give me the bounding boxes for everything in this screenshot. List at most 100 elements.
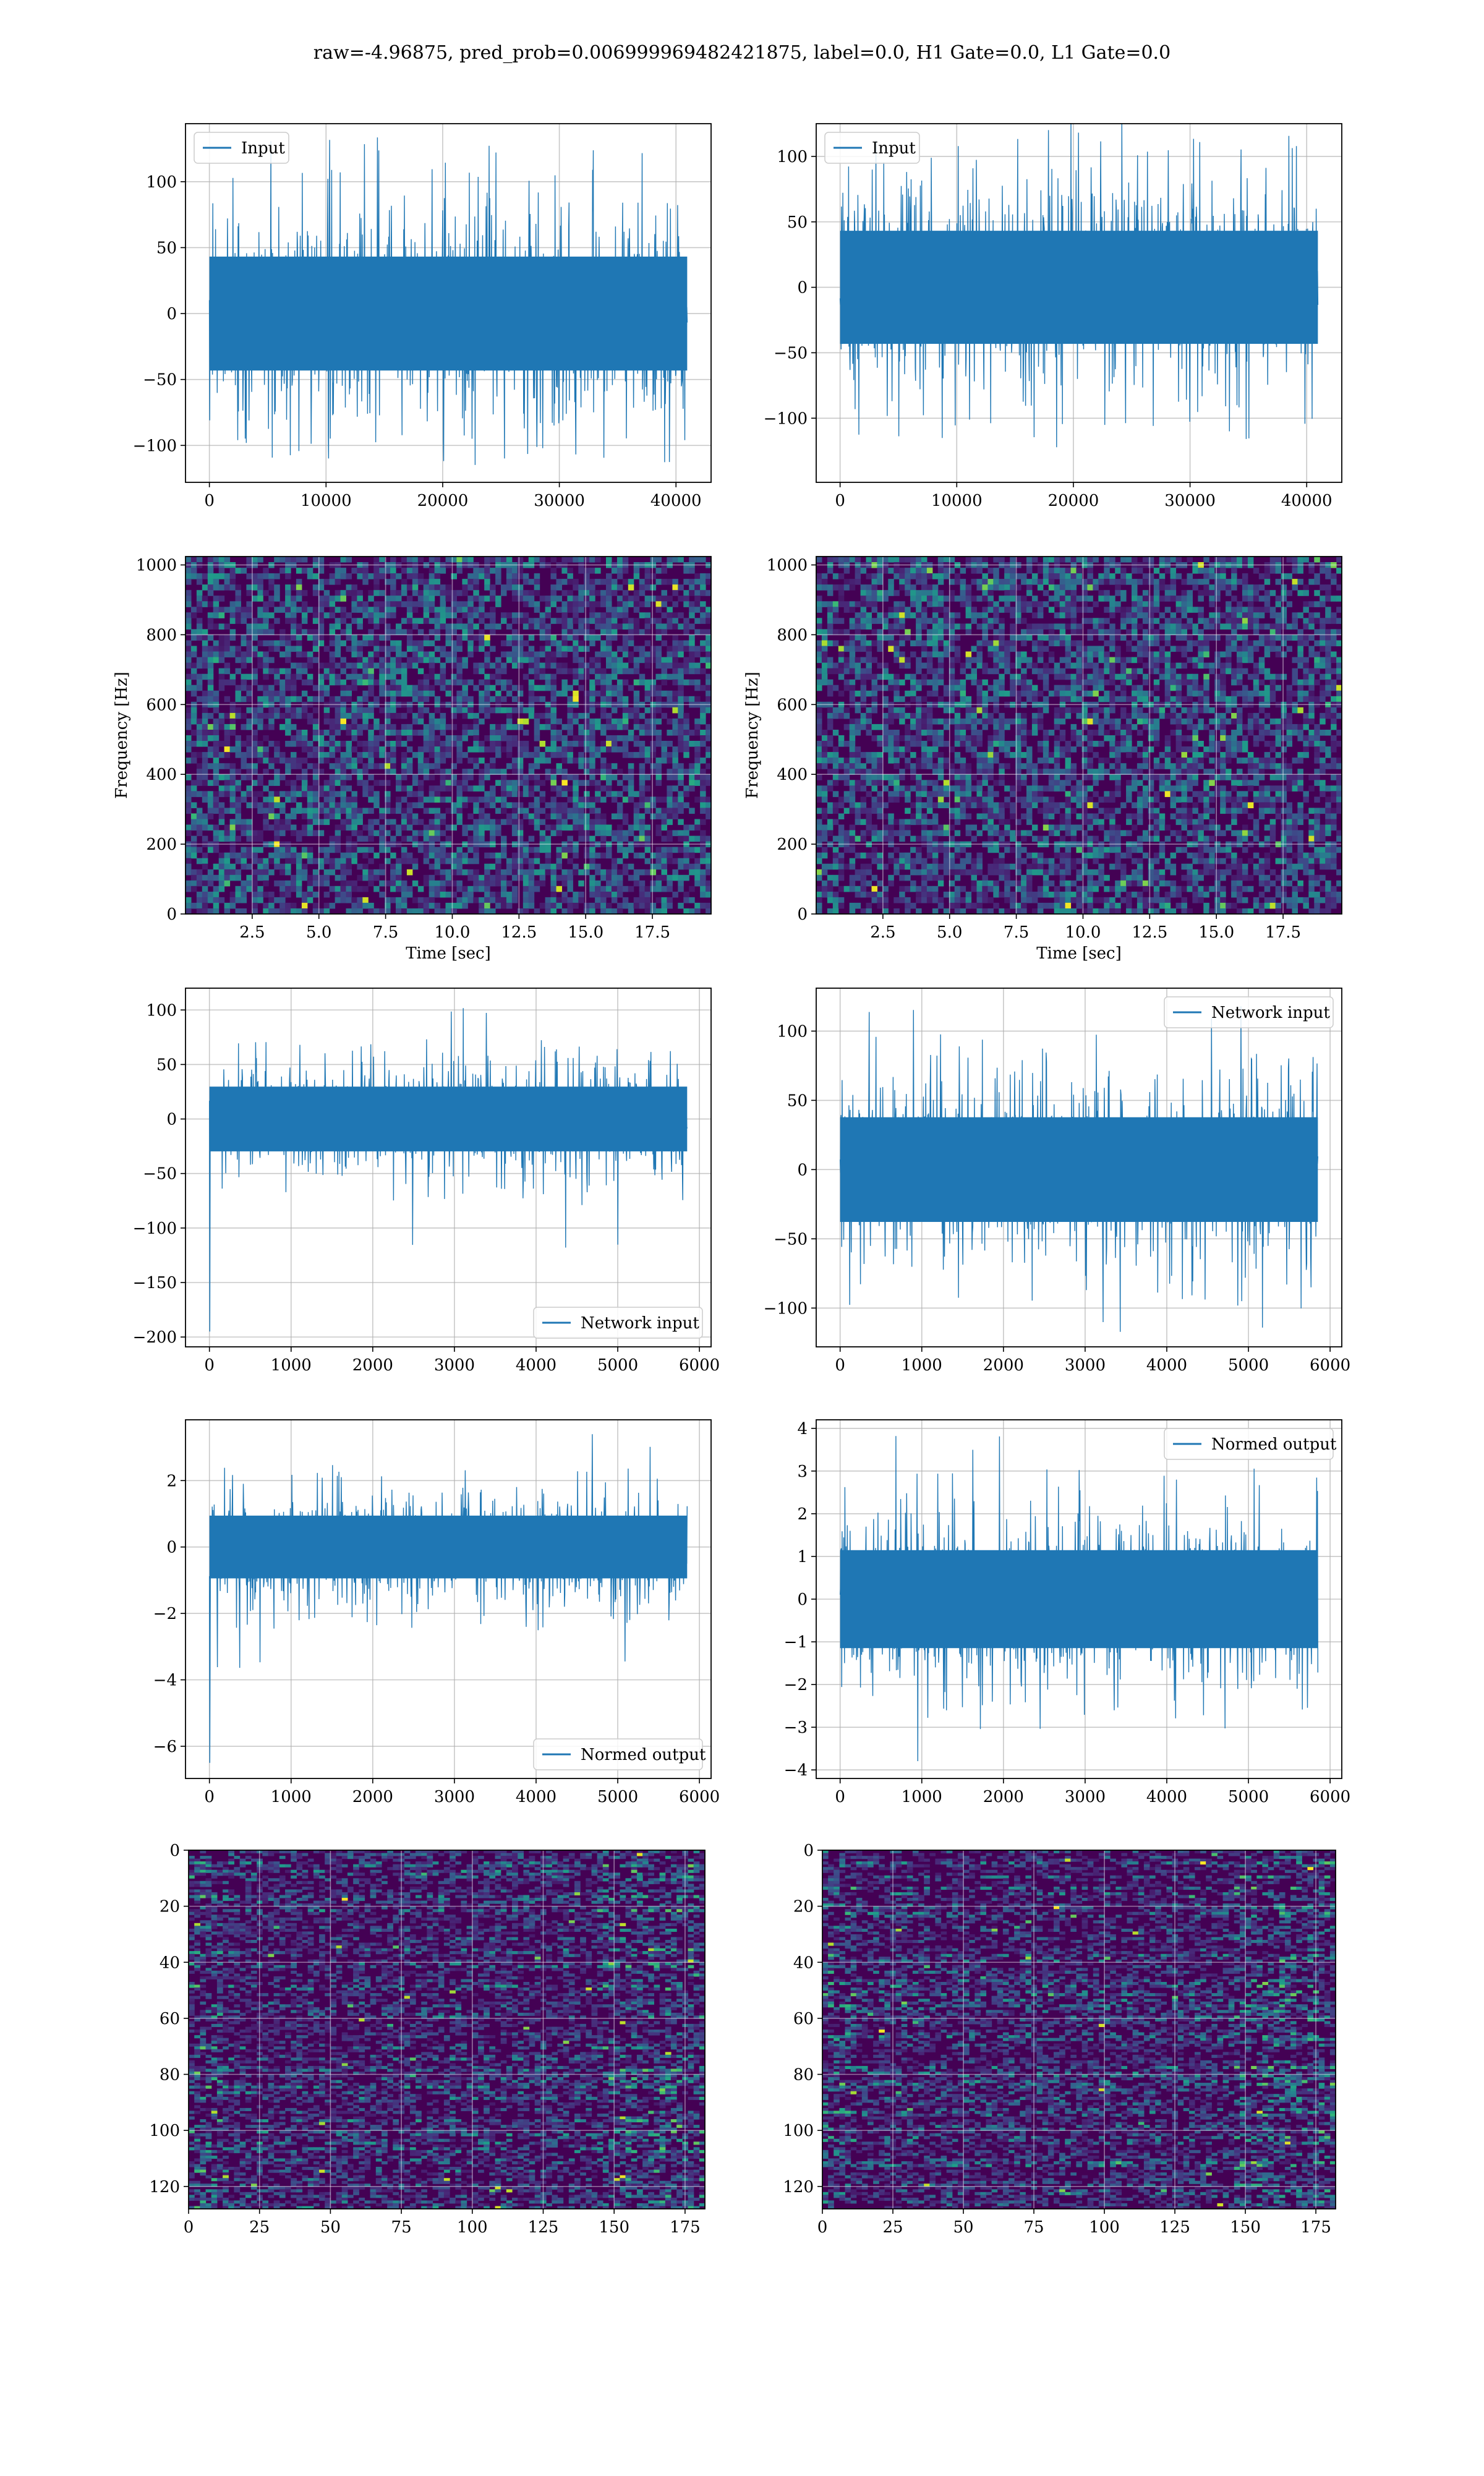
heatmap-cell xyxy=(479,573,485,579)
heatmap-cell xyxy=(357,741,363,747)
heatmap-cell xyxy=(435,623,441,630)
heatmap-cell xyxy=(252,830,258,837)
heatmap-cell xyxy=(473,668,479,675)
heatmap-cell xyxy=(202,864,208,870)
heatmap-cell xyxy=(252,796,258,803)
heatmap-cell xyxy=(263,746,269,753)
heatmap-cell xyxy=(584,758,590,764)
heatmap-cell xyxy=(1126,579,1132,585)
heatmap-cell xyxy=(529,596,535,602)
heatmap-cell xyxy=(634,607,640,613)
heatmap-cell xyxy=(313,696,319,702)
heatmap-cell xyxy=(1270,557,1276,563)
heatmap-cell xyxy=(1276,601,1282,607)
heatmap-cell xyxy=(373,752,380,758)
heatmap-cell xyxy=(257,590,263,596)
heatmap-cell xyxy=(617,696,623,702)
heatmap-cell xyxy=(418,685,424,691)
heatmap-cell xyxy=(518,869,524,876)
heatmap-cell xyxy=(573,719,579,725)
heatmap-cell xyxy=(612,618,618,624)
heatmap-cell xyxy=(285,825,291,831)
heatmap-cell xyxy=(257,696,263,702)
heatmap-cell xyxy=(208,724,214,730)
heatmap-cell xyxy=(1132,623,1138,630)
heatmap-cell xyxy=(512,886,518,892)
heatmap-cell xyxy=(341,663,347,669)
heatmap-cell xyxy=(1187,601,1193,607)
heatmap-cell xyxy=(1143,557,1149,563)
heatmap-cell xyxy=(551,691,557,697)
heatmap-cell xyxy=(1242,590,1248,596)
heatmap-cell xyxy=(490,590,496,596)
heatmap-cell xyxy=(561,724,568,730)
heatmap-cell xyxy=(678,652,684,658)
heatmap-cell xyxy=(1120,634,1127,641)
heatmap-cell xyxy=(628,875,634,881)
heatmap-cell xyxy=(418,886,424,892)
heatmap-cell xyxy=(335,847,341,853)
heatmap-cell xyxy=(540,752,546,758)
heatmap-cell xyxy=(456,657,463,664)
heatmap-cell xyxy=(208,646,214,652)
heatmap-cell xyxy=(589,668,595,675)
heatmap-cell xyxy=(351,674,357,680)
heatmap-cell xyxy=(694,573,701,579)
heatmap-cell xyxy=(1132,601,1138,607)
heatmap-cell xyxy=(1248,612,1254,618)
heatmap-cell xyxy=(230,713,236,719)
x-tick-label: 20000 xyxy=(417,492,469,510)
heatmap-cell xyxy=(252,674,258,680)
heatmap-cell xyxy=(351,758,357,764)
heatmap-cell xyxy=(197,601,203,607)
heatmap-cell xyxy=(412,881,419,887)
heatmap-cell xyxy=(927,568,933,574)
heatmap-cell xyxy=(1077,629,1083,635)
heatmap-cell xyxy=(600,741,607,747)
heatmap-cell xyxy=(373,641,380,647)
heatmap-cell xyxy=(1171,557,1177,563)
heatmap-cell xyxy=(208,568,214,574)
heatmap-cell xyxy=(584,730,590,736)
heatmap-cell xyxy=(584,724,590,730)
heatmap-cell xyxy=(529,769,535,775)
heatmap-cell xyxy=(324,663,330,669)
heatmap-cell xyxy=(313,730,319,736)
heatmap-cell xyxy=(412,819,419,826)
heatmap-cell xyxy=(351,730,357,736)
heatmap-cell xyxy=(678,858,684,864)
heatmap-cell xyxy=(191,741,197,747)
heatmap-cell xyxy=(462,886,468,892)
heatmap-cell xyxy=(518,612,524,618)
heatmap-cell xyxy=(390,657,396,664)
heatmap-cell xyxy=(302,680,308,686)
heatmap-cell xyxy=(529,680,535,686)
heatmap-cell xyxy=(263,858,269,864)
heatmap-cell xyxy=(335,634,341,641)
heatmap-cell xyxy=(435,646,441,652)
heatmap-cell xyxy=(1242,557,1248,563)
heatmap-cell xyxy=(341,573,347,579)
heatmap-cell xyxy=(236,813,242,819)
heatmap-cell xyxy=(346,796,352,803)
heatmap-cell xyxy=(667,741,673,747)
heatmap-cell xyxy=(424,763,430,769)
heatmap-cell xyxy=(335,780,341,786)
heatmap-cell xyxy=(960,579,966,585)
heatmap-cell xyxy=(1038,584,1044,591)
heatmap-cell xyxy=(236,808,242,814)
heatmap-cell xyxy=(373,791,380,797)
heatmap-cell xyxy=(1087,579,1093,585)
heatmap-cell xyxy=(435,634,441,641)
heatmap-cell xyxy=(667,758,673,764)
heatmap-cell xyxy=(551,830,557,837)
heatmap-cell xyxy=(1109,601,1115,607)
heatmap-cell xyxy=(678,646,684,652)
heatmap-cell xyxy=(1159,612,1166,618)
heatmap-cell xyxy=(1120,579,1127,585)
heatmap-cell xyxy=(373,568,380,574)
y-tick-label: 50 xyxy=(787,213,808,232)
heatmap-cell xyxy=(346,663,352,669)
heatmap-cell xyxy=(938,557,944,563)
heatmap-cell xyxy=(467,584,474,591)
